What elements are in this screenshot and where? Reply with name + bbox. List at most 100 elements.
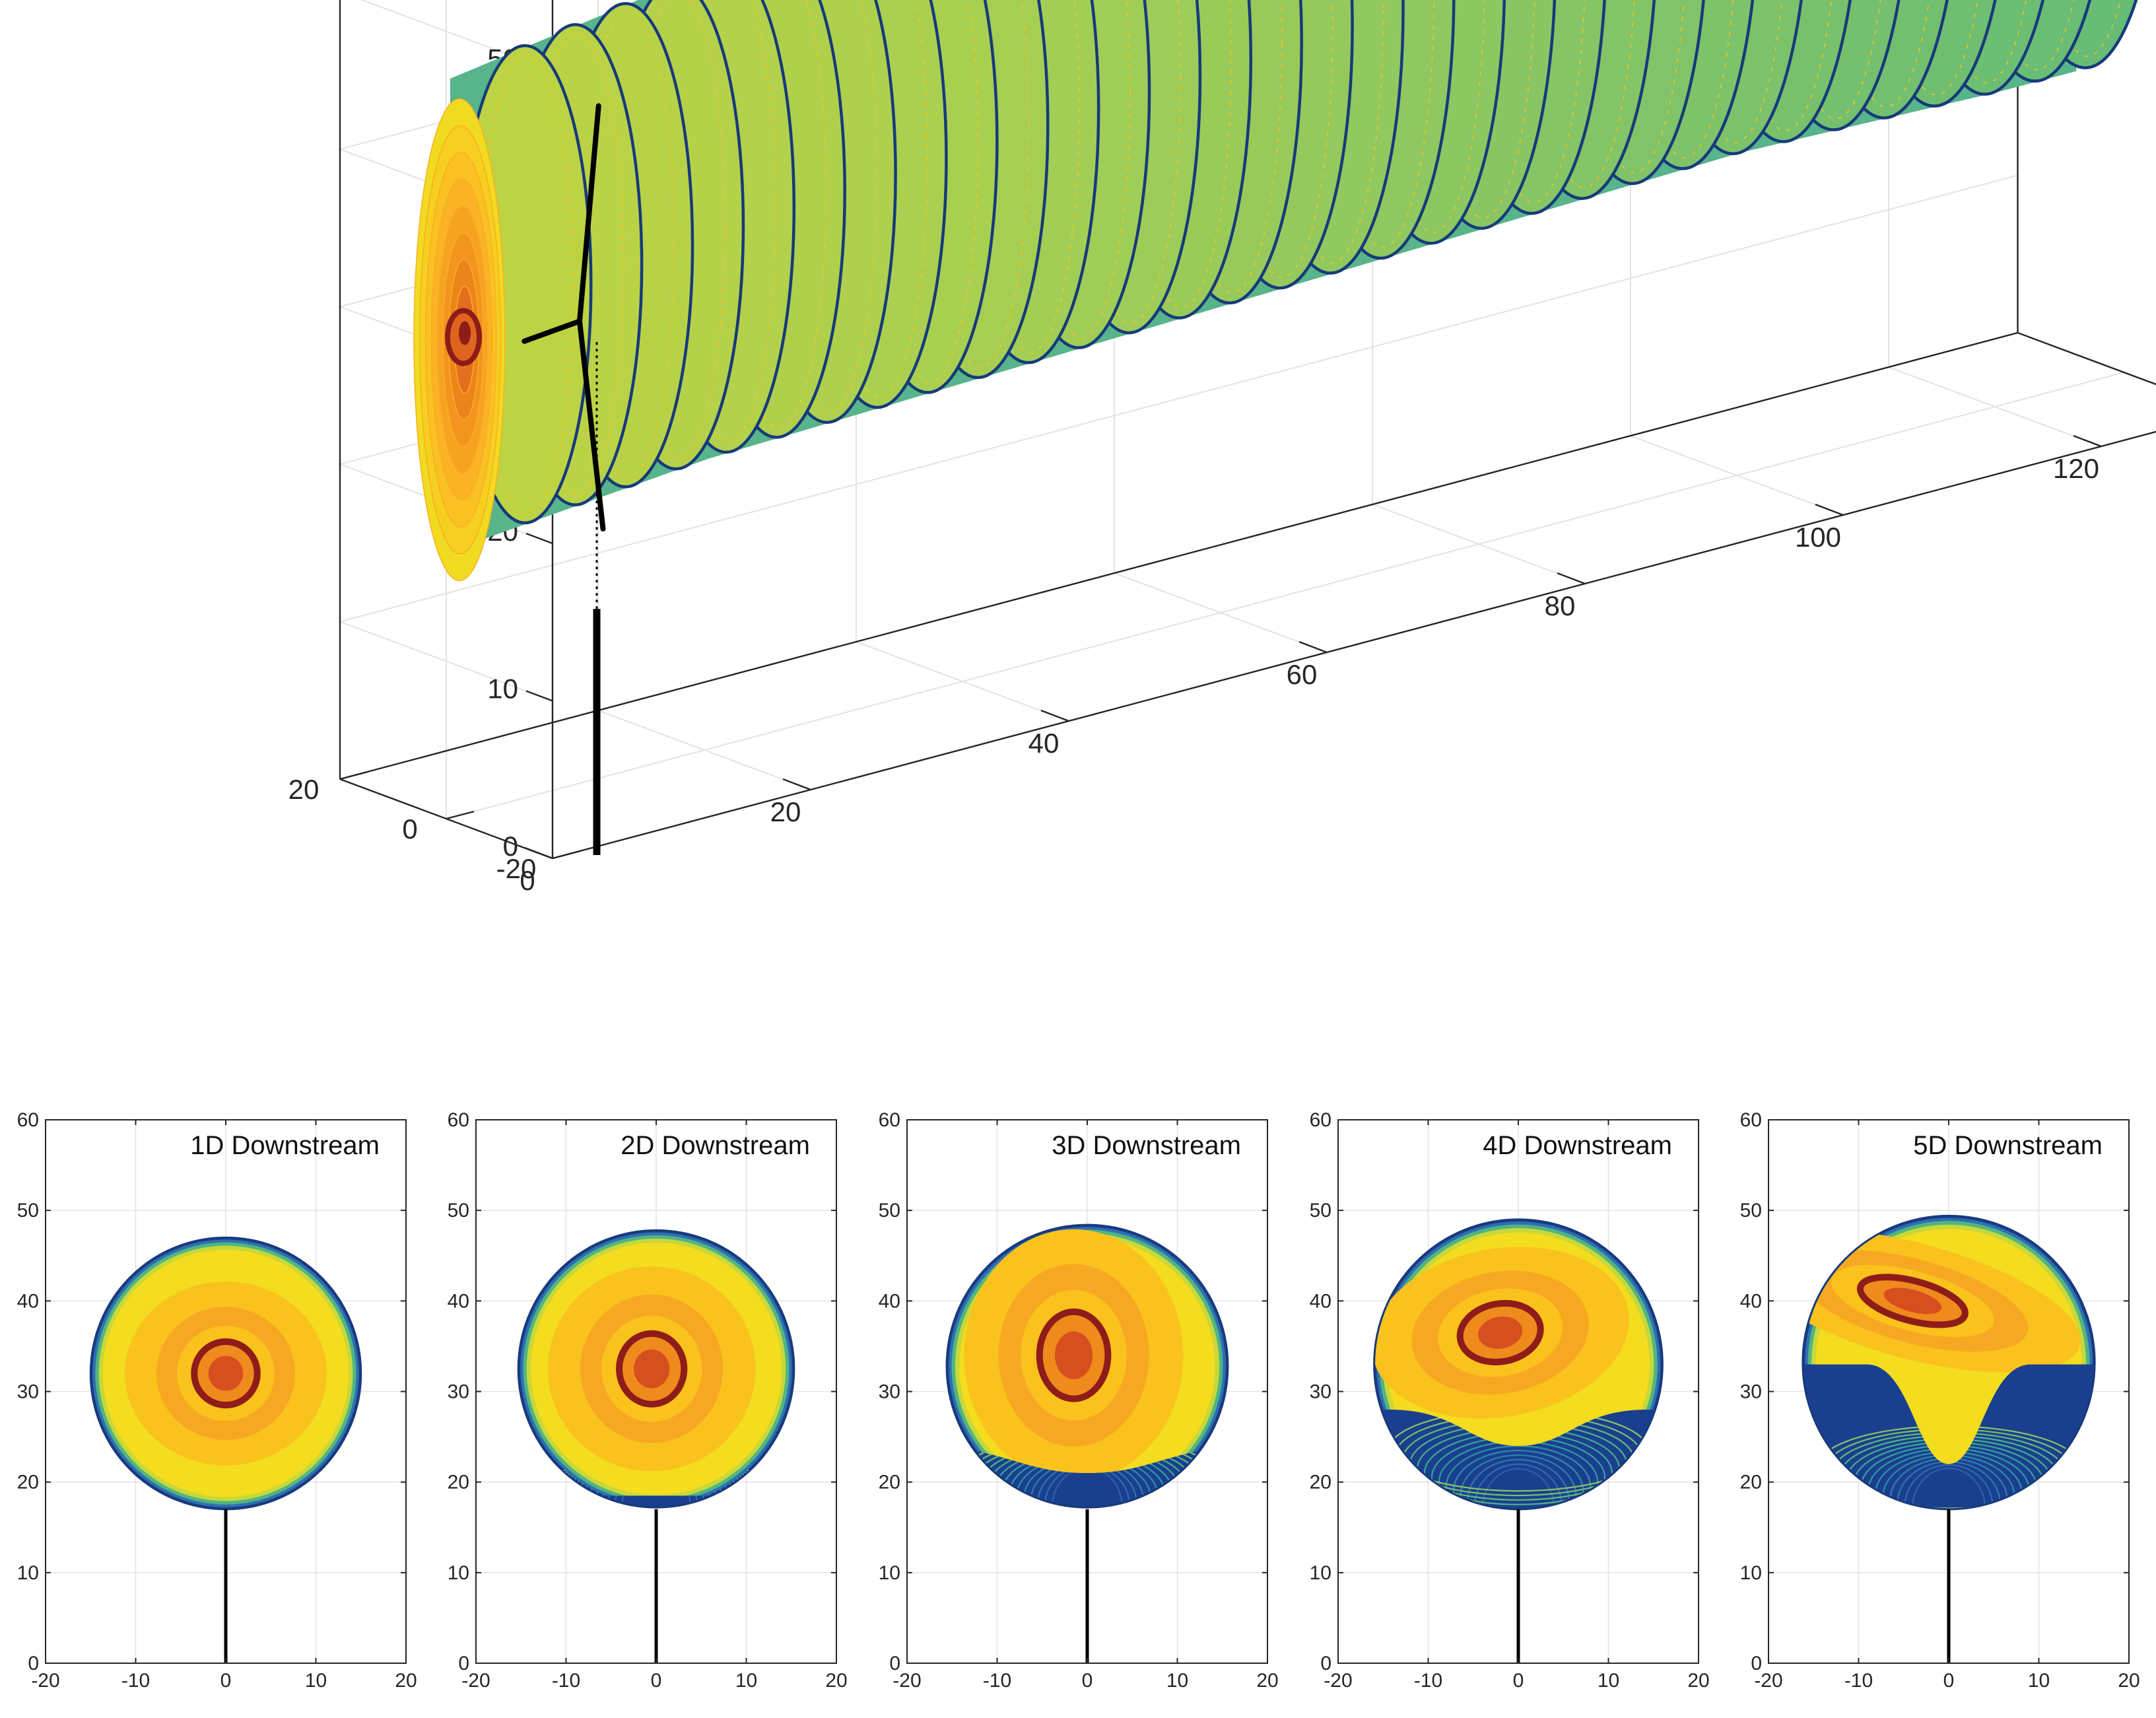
y-tick-label: 20 [17,1472,39,1494]
y-tick-label: 60 [1310,1109,1331,1131]
x-tick-label: -10 [552,1670,580,1692]
x-tick-label: 10 [2028,1670,2050,1692]
x-tick-label: 20 [770,796,801,827]
x-tick-label: -10 [1844,1670,1873,1692]
y-tick-label: 60 [1740,1109,1762,1131]
y-tick-label: 40 [1310,1290,1331,1312]
y-tick-label: 20 [288,774,320,805]
y-tick-label: 0 [402,813,417,844]
x-tick-mark [2073,436,2101,446]
y-tick-label: 10 [448,1562,469,1584]
x-tick-label: 10 [1598,1670,1619,1692]
panel-title: 2D Downstream [621,1131,810,1160]
x-tick-label: 80 [1545,590,1576,621]
x-tick-mark [1815,504,1843,515]
panel-title: 3D Downstream [1052,1131,1241,1160]
x-tick-label: 20 [2118,1670,2139,1692]
y-tick-label: 40 [448,1290,469,1312]
x-tick-label: 0 [1513,1670,1524,1692]
x-tick-label: 0 [1082,1670,1093,1692]
y-tick-mark [446,811,474,819]
y-tick-label: 0 [1320,1653,1331,1674]
wake-core-inner [459,322,471,345]
wake-disk [1358,1220,1662,1550]
wake-disk [90,1237,361,1509]
y-tick-label: 50 [17,1200,39,1221]
wake-fill [92,1239,358,1507]
wake-core-inner [1055,1331,1093,1379]
x-tick-label: 0 [651,1670,662,1692]
x-tick-label: 0 [220,1670,232,1692]
y-tick-label: 30 [448,1381,469,1403]
z-tick-mark [526,533,553,543]
y-tick-label: 60 [448,1109,469,1131]
x-tick-mark [1557,573,1585,584]
y-tick-mark [553,851,580,858]
y-tick-label: 50 [1310,1200,1331,1221]
y-tick-label: 0 [889,1653,900,1674]
x-tick-mark [1299,642,1327,652]
y-tick-label: 40 [879,1290,900,1312]
wake-disk [1731,1200,2095,1550]
x-tick-label: 100 [1795,522,1841,553]
y-tick-label: 20 [879,1472,900,1494]
y-tick-label: 30 [1310,1381,1331,1403]
y-tick-label: -20 [496,853,537,884]
y-tick-label: 50 [1740,1200,1762,1221]
y-tick-mark [340,772,368,779]
x-tick-label: -10 [121,1670,150,1692]
z-tick-mark [526,691,553,701]
x-tick-label: 20 [825,1670,847,1692]
x-tick-mark [1041,710,1069,721]
wake-surface [450,0,2156,551]
y-tick-label: 50 [448,1200,469,1221]
y-tick-label: 0 [458,1653,469,1674]
wake-disk [947,1225,1228,1547]
grid-line [553,412,2156,858]
y-tick-label: 30 [1740,1381,1762,1403]
x-tick-label: 10 [735,1670,757,1692]
y-tick-label: 40 [1740,1290,1762,1312]
y-tick-label: 10 [1310,1562,1331,1584]
x-tick-label: 0 [1943,1670,1955,1692]
x-tick-label: -10 [1414,1670,1442,1692]
y-tick-label: 20 [448,1472,469,1494]
y-tick-label: 0 [1751,1653,1762,1674]
y-tick-label: 30 [17,1381,39,1403]
y-tick-label: 60 [17,1109,39,1131]
x-tick-label: 10 [1166,1670,1188,1692]
axis-edge [553,412,2156,858]
x-tick-label: -10 [983,1670,1011,1692]
wake-core-inner [209,1356,244,1391]
wake-core-inner [634,1350,669,1389]
x-tick-label: 40 [1028,728,1060,759]
y-tick-label: 40 [17,1290,39,1312]
wake-disk [518,1230,794,1546]
wake-fill [520,1232,792,1505]
y-tick-label: 10 [879,1562,900,1584]
x-tick-label: 20 [1687,1670,1709,1692]
x-tick-label: 120 [2053,453,2099,484]
panel-title: 4D Downstream [1483,1131,1672,1160]
x-tick-label: 20 [395,1670,417,1692]
y-tick-label: 20 [1740,1472,1762,1494]
y-tick-label: 0 [28,1653,39,1674]
panel-title: 5D Downstream [1913,1131,2103,1160]
y-tick-label: 10 [17,1562,39,1584]
y-tick-label: 10 [1740,1562,1762,1584]
y-tick-label: 20 [1310,1472,1331,1494]
y-tick-label: 30 [879,1381,900,1403]
y-tick-label: 50 [879,1200,900,1221]
axis-edge [2018,333,2156,412]
x-tick-label: 60 [1287,659,1318,690]
x-tick-label: 20 [1256,1670,1278,1692]
